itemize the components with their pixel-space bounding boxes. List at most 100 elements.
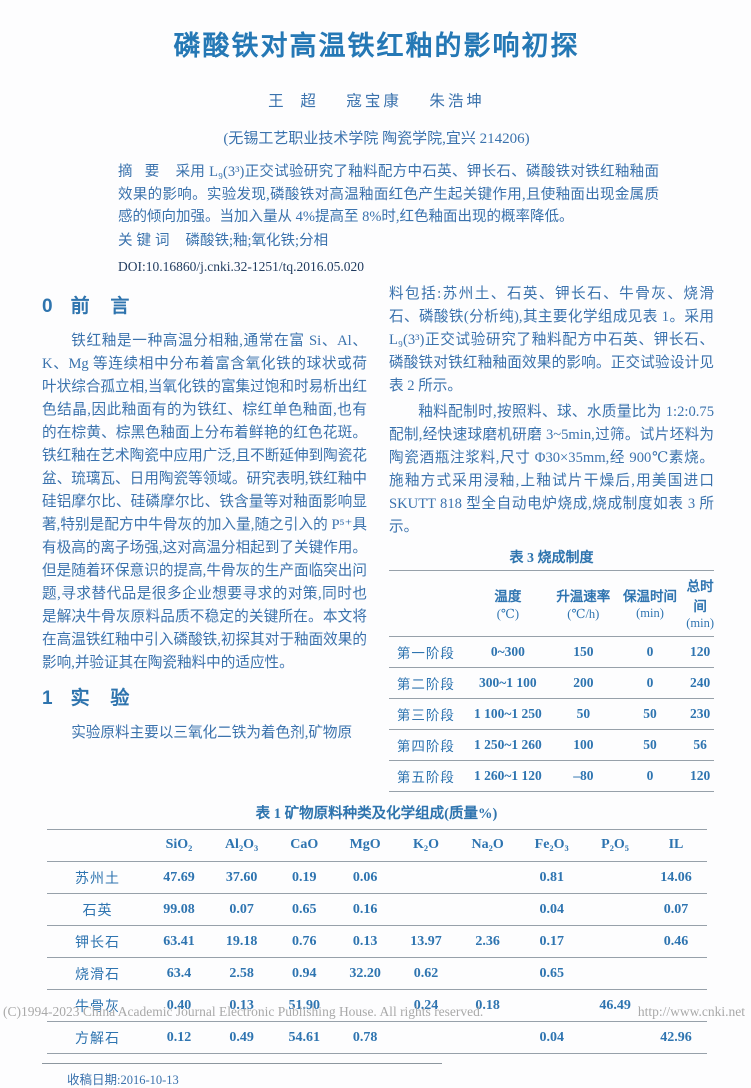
table-cell: 2.36 — [475, 933, 500, 949]
table-cell: 0.13 — [352, 933, 378, 949]
table-cell: 0.24 — [413, 997, 439, 1013]
row-header: 第二阶段 — [396, 677, 455, 692]
table-cell: 42.96 — [660, 1029, 692, 1045]
firing-schedule-table: 温度 (℃) 升温速率 (℃/h) 保温时间 (min) 总时间 (min) 第一阶段 0~30… — [389, 570, 714, 792]
section-1-title: 实 验 — [70, 688, 138, 709]
abstract-block: 摘 要采用 L₉(3³)正交试验研究了釉料配方中石英、钾长石、磷酸铁对铁红釉釉面… — [118, 161, 659, 252]
table-cell: 50 — [576, 706, 591, 721]
copyright-footer: (C)1994-2023 China Academic Journal Elec… — [3, 1004, 745, 1020]
table-cell — [585, 894, 646, 926]
table-cell — [585, 926, 646, 958]
table-cell: 0.07 — [229, 901, 254, 917]
column-header: SiO₂ — [165, 837, 193, 852]
table-cell: 0.40 — [166, 997, 192, 1013]
table-cell: 0.13 — [229, 997, 254, 1013]
table-cell: 0.49 — [229, 1029, 254, 1045]
table-row: 烧滑石 63.4 2.58 0.94 32.20 0.62 0.65 — [46, 958, 707, 990]
table-cell: 1 260~1 120 — [473, 768, 542, 783]
column-header: K₂O — [413, 837, 440, 852]
row-header: 第五阶段 — [396, 770, 455, 785]
table-cell — [585, 1022, 646, 1054]
firing-schedule-block: 表 3 烧成制度 温度 (℃) 升温速率 (℃/h) 保温时间 (min) 总时间 (min)… — [389, 547, 714, 792]
table-cell: 47.69 — [163, 869, 195, 885]
row-header: 方解石 — [75, 1031, 120, 1047]
table-cell: 1 250~1 260 — [473, 737, 542, 752]
row-header: 石英 — [82, 903, 113, 919]
column-header: Na₂O — [471, 837, 504, 852]
column-header: 总时间 (min) — [686, 579, 714, 630]
table-cell: 0.07 — [663, 901, 689, 917]
intro-paragraph: 铁红釉是一种高温分相釉,通常在富 Si、Al、K、Mg 等连续相中分布着富含氧化… — [42, 333, 367, 671]
keywords-line: 关键词 磷酸铁;釉;氧化铁;分相 — [118, 230, 659, 253]
table-cell: 100 — [573, 737, 594, 752]
copyright-text: (C)1994-2023 China Academic Journal Elec… — [3, 1004, 484, 1019]
table-cell — [457, 958, 519, 990]
keywords-label: 关键词 — [118, 232, 174, 249]
table-cell: 0.65 — [539, 965, 564, 981]
experiment-paragraph-continuation: 料包括:苏州土、石英、钾长石、牛骨灰、烧滑石、磷酸铁(分析纯),其主要化学组成见… — [389, 286, 714, 394]
table-cell: 0.46 — [663, 933, 689, 949]
row-header: 牛骨灰 — [75, 999, 120, 1015]
table-cell — [396, 894, 457, 926]
table-cell — [396, 1022, 457, 1054]
column-header: Al₂O₃ — [224, 837, 259, 852]
table-cell: 300~1 100 — [479, 675, 537, 690]
table-cell: 0~300 — [490, 644, 525, 659]
section-0-heading: 0 前 言 — [42, 291, 367, 318]
table-row: 第五阶段 1 260~1 120 –80 0 120 — [389, 761, 714, 792]
row-header: 烧滑石 — [75, 967, 120, 983]
table-cell: 0.78 — [352, 1029, 378, 1045]
experiment-paragraph-start: 实验原料主要以三氧化二铁为着色剂,矿物原 — [71, 725, 353, 741]
section-1-heading: 1 实 验 — [42, 683, 367, 710]
table-row: 钾长石 63.41 19.18 0.76 0.13 13.97 2.36 0.17 0.46 — [46, 926, 707, 958]
table-cell: 50 — [643, 706, 657, 721]
table-cell: 0.19 — [291, 869, 317, 885]
table-cell: 0.18 — [475, 997, 500, 1013]
authors-line: 王 超 寇宝康 朱浩坤 — [268, 93, 485, 110]
table-cell: 0.76 — [291, 933, 317, 949]
table-cell: 14.06 — [660, 869, 692, 885]
table-cell: 120 — [689, 768, 711, 783]
table-cell — [457, 862, 519, 894]
abstract-text: 采用 L₉(3³)正交试验研究了釉料配方中石英、钾长石、磷酸铁对铁红釉釉面效果的… — [118, 164, 659, 225]
table-cell: 0.81 — [539, 869, 564, 885]
column-header: 温度 (℃) — [494, 588, 522, 621]
table-cell — [585, 862, 646, 894]
table-row: 石英 99.08 0.07 0.65 0.16 0.04 0.07 — [46, 894, 707, 926]
column-header: CaO — [290, 837, 319, 852]
column-header — [47, 830, 149, 862]
glaze-preparation-paragraph: 釉料配制时,按照料、球、水质量比为 1:2:0.75 配制,经快速球磨机研磨 3… — [389, 404, 714, 535]
table-cell: 0.17 — [539, 933, 564, 949]
doi-line: DOI:10.16860/j.cnki.32-1251/tq.2016.05.0… — [118, 259, 364, 274]
column-header — [389, 571, 463, 637]
table-row: 牛骨灰 0.40 0.13 51.90 0.24 0.18 46.49 — [46, 990, 707, 1022]
table3-title: 表 3 烧成制度 — [509, 551, 594, 566]
table-header-row: 温度 (℃) 升温速率 (℃/h) 保温时间 (min) 总时间 (min) — [389, 570, 714, 637]
abstract-paragraph: 摘 要采用 L₉(3³)正交试验研究了釉料配方中石英、钾长石、磷酸铁对铁红釉釉面… — [118, 161, 659, 229]
section-0-title: 前 言 — [70, 296, 138, 317]
left-column: 0 前 言 铁红釉是一种高温分相釉,通常在富 Si、Al、K、Mg 等连续相中分布… — [42, 283, 367, 792]
column-header: IL — [668, 837, 684, 852]
table-cell: –80 — [573, 768, 594, 783]
table-cell: 32.20 — [349, 965, 381, 981]
table-cell: 37.60 — [225, 869, 258, 885]
table-cell: 0.65 — [291, 901, 317, 917]
table-cell: 150 — [573, 644, 594, 659]
table-header-row: SiO₂ Al₂O₃ CaO MgO K₂O Na₂O Fe₂O₃ P₂O₅ IL — [46, 829, 707, 862]
row-header: 第四阶段 — [396, 739, 455, 754]
table-cell: 0.16 — [352, 901, 378, 917]
two-column-body: 0 前 言 铁红釉是一种高温分相釉,通常在富 Si、Al、K、Mg 等连续相中分布… — [42, 283, 714, 792]
table-cell: 46.49 — [599, 997, 631, 1013]
right-column: 料包括:苏州土、石英、钾长石、牛骨灰、烧滑石、磷酸铁(分析纯),其主要化学组成见… — [389, 283, 714, 792]
table-cell: 0.04 — [539, 901, 564, 917]
table-cell — [585, 958, 646, 990]
table-cell: 56 — [693, 737, 707, 752]
table-cell: 50 — [643, 737, 657, 752]
keywords-text: 磷酸铁;釉;氧化铁;分相 — [185, 232, 329, 249]
table-cell: 0 — [646, 644, 654, 659]
table1-title: 表 1 矿物原料种类及化学组成(质量%) — [255, 806, 498, 822]
table-cell — [396, 862, 457, 894]
table-row: 第一阶段 0~300 150 0 120 — [389, 637, 714, 668]
table-cell — [457, 894, 519, 926]
abstract-label: 摘 要 — [118, 164, 164, 180]
